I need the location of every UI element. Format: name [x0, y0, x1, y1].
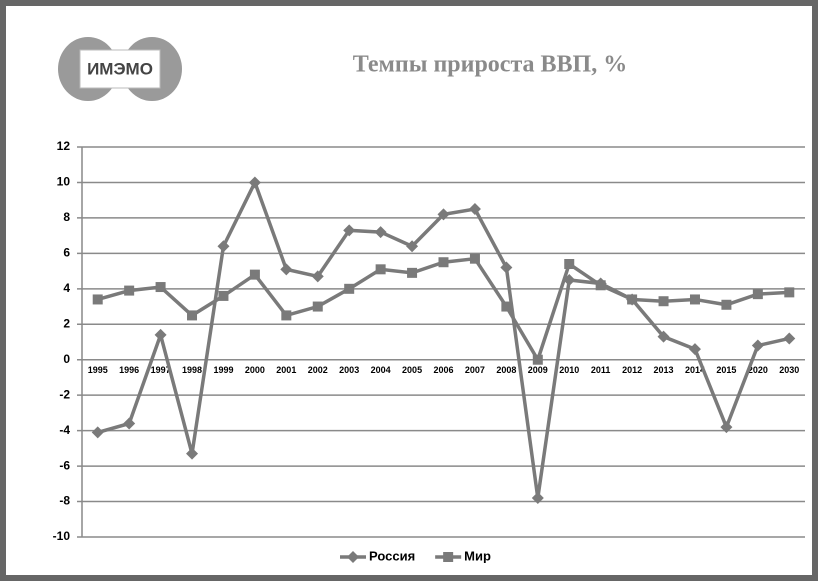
data-point: [344, 283, 355, 294]
data-point: [658, 296, 669, 307]
data-point: [280, 263, 293, 276]
x-tick-label: 1996: [119, 365, 139, 375]
y-tick-label: -10: [53, 529, 71, 543]
data-point: [595, 280, 606, 291]
data-point: [281, 310, 292, 321]
x-tick-label: 2003: [339, 365, 359, 375]
y-tick-label: 8: [63, 210, 70, 224]
y-tick-label: -2: [59, 387, 70, 401]
data-point: [155, 282, 166, 293]
data-point: [407, 267, 418, 278]
data-point: [311, 270, 324, 283]
data-point: [500, 261, 513, 274]
y-tick-label: -6: [59, 458, 70, 472]
data-point: [468, 203, 481, 216]
x-tick-label: 2030: [779, 365, 799, 375]
data-point: [783, 332, 796, 345]
data-point: [343, 224, 356, 237]
y-tick-label: 0: [63, 352, 70, 366]
data-point: [186, 447, 199, 460]
data-point: [248, 176, 261, 189]
x-tick-label: 2015: [716, 365, 736, 375]
data-point: [751, 339, 764, 352]
x-tick-label: 2020: [748, 365, 768, 375]
x-tick-label: 2001: [276, 365, 296, 375]
data-point: [312, 301, 323, 312]
logo-text: ИМЭМО: [87, 59, 153, 78]
data-point: [720, 421, 733, 434]
data-point: [784, 287, 795, 298]
data-point: [689, 294, 700, 305]
x-tick-label: 1997: [151, 365, 171, 375]
x-tick-label: 1999: [213, 365, 233, 375]
x-tick-label: 2006: [433, 365, 453, 375]
data-point: [657, 330, 670, 343]
y-tick-label: 10: [57, 175, 71, 189]
data-point: [375, 264, 386, 275]
data-point: [752, 289, 763, 300]
y-tick-label: -8: [59, 494, 70, 508]
legend-label: Мир: [464, 548, 491, 563]
data-point: [91, 426, 104, 439]
legend-swatch-marker: [347, 551, 359, 563]
data-point: [124, 285, 135, 296]
data-point: [406, 240, 419, 253]
data-point: [532, 354, 543, 365]
data-point: [627, 294, 638, 305]
data-point: [688, 343, 701, 356]
x-tick-label: 2009: [528, 365, 548, 375]
data-point: [154, 328, 167, 341]
x-tick-label: 2010: [559, 365, 579, 375]
y-tick-label: -4: [59, 423, 70, 437]
data-point: [249, 269, 260, 280]
x-tick-label: 1995: [88, 365, 108, 375]
y-tick-label: 12: [57, 139, 71, 153]
x-tick-label: 2005: [402, 365, 422, 375]
x-tick-label: 2008: [496, 365, 516, 375]
data-point: [437, 208, 450, 221]
x-tick-label: 2002: [308, 365, 328, 375]
data-point: [123, 417, 136, 430]
y-tick-label: 4: [63, 281, 70, 295]
y-tick-label: 2: [63, 316, 70, 330]
legend-swatch-marker: [443, 552, 454, 562]
logo: ИМЭМО: [58, 37, 182, 101]
data-point: [721, 299, 732, 310]
x-tick-label: 2014: [685, 365, 705, 375]
legend-label: Россия: [369, 548, 415, 563]
x-tick-label: 2007: [465, 365, 485, 375]
chart-title: Темпы прироста ВВП, %: [353, 52, 627, 78]
data-point: [469, 253, 480, 264]
x-tick-label: 2013: [654, 365, 674, 375]
x-tick-label: 2000: [245, 365, 265, 375]
logo-plate: [79, 49, 161, 89]
x-tick-label: 2011: [591, 365, 611, 375]
data-point: [564, 259, 575, 269]
data-point: [92, 294, 103, 305]
data-point: [531, 492, 544, 504]
data-point: [217, 240, 230, 253]
y-tick-label: 6: [63, 246, 70, 260]
data-point: [501, 301, 512, 312]
data-point: [374, 226, 387, 239]
data-point: [187, 310, 198, 321]
data-point: [438, 257, 449, 268]
x-tick-label: 2012: [622, 365, 642, 375]
x-tick-label: 1998: [182, 365, 202, 375]
data-point: [218, 290, 229, 301]
x-tick-label: 2004: [371, 365, 391, 375]
